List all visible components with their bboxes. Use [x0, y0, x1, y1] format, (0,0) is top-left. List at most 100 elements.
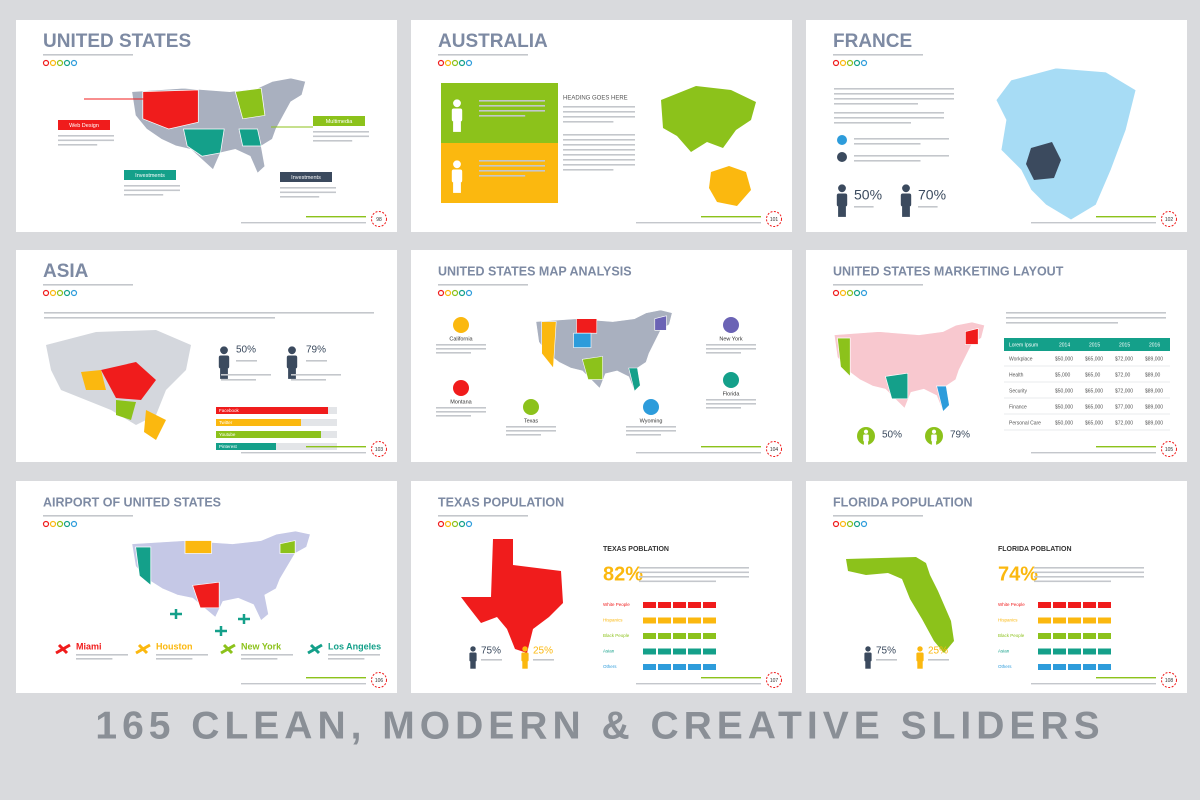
map — [131, 530, 311, 622]
group-label: White People — [998, 602, 1025, 607]
icon-legs — [288, 368, 296, 379]
slide-title: ASIA — [43, 261, 89, 282]
decor-dot — [860, 59, 868, 67]
placeholder-text — [221, 379, 256, 381]
region — [116, 400, 136, 420]
region — [183, 128, 225, 157]
label: Twitter — [219, 420, 233, 425]
decor-dot — [56, 289, 64, 297]
placeholder-text — [76, 658, 113, 660]
person-icon — [836, 184, 848, 217]
placeholder-text — [1096, 677, 1156, 679]
label: Investments — [291, 175, 321, 181]
icon-legs — [220, 368, 228, 379]
decor-dot — [451, 59, 459, 67]
placeholder-text — [563, 164, 635, 166]
page-number: 108 — [1165, 678, 1174, 684]
region — [184, 540, 212, 554]
placeholder-text — [124, 185, 180, 187]
person-icon — [864, 646, 872, 669]
person-icon — [451, 160, 463, 193]
placeholder-text — [479, 110, 545, 112]
bar-segment — [643, 633, 656, 639]
stat-value: 70% — [918, 187, 946, 203]
placeholder-text — [1034, 580, 1111, 583]
table-cell: Workplace — [1009, 356, 1033, 362]
region — [837, 337, 851, 378]
city-name: New York — [241, 641, 282, 651]
placeholder-text — [1006, 322, 1118, 324]
bar-segment — [1053, 648, 1066, 655]
region — [576, 318, 598, 334]
slide: AUSTRALIA HEADING GOES HERE 101 — [411, 20, 792, 232]
region — [965, 327, 979, 345]
decor-dot — [63, 289, 71, 297]
table-cell: $50,000 — [1055, 356, 1073, 362]
page-number: 102 — [1165, 217, 1174, 223]
placeholder-text — [854, 206, 874, 208]
decor-dot — [70, 289, 78, 297]
icon-body — [900, 193, 912, 207]
table-cell: $89,000 — [1145, 404, 1163, 410]
placeholder-text — [1034, 576, 1144, 578]
label: Montana — [450, 399, 472, 405]
placeholder-text — [280, 196, 320, 198]
bar — [216, 443, 276, 450]
slide: FLORIDA POPULATION FLORIDA POBLATION 74% Wh… — [806, 481, 1187, 693]
icon-head — [863, 429, 869, 434]
placeholder-text — [306, 216, 366, 218]
page-badge — [766, 211, 782, 227]
icon-legs — [453, 182, 461, 193]
icon-legs — [865, 661, 871, 669]
page-number: 104 — [770, 447, 779, 453]
plane-icon — [215, 626, 227, 636]
bar-segment — [1068, 633, 1081, 639]
placeholder-text — [1031, 222, 1156, 224]
table-cell: $65,000 — [1085, 420, 1103, 426]
decor-dot — [63, 520, 71, 528]
placeholder-text — [479, 170, 545, 172]
placeholder-text — [1031, 683, 1156, 685]
placeholder-text — [626, 430, 676, 432]
label-box — [124, 170, 176, 180]
table-cell: $50,000 — [1055, 404, 1073, 410]
page-badge — [1161, 672, 1177, 688]
table-cell: $89,000 — [1145, 356, 1163, 362]
bar-segment — [1083, 664, 1096, 670]
icon-body — [451, 108, 463, 122]
table-header-cell: 2015 — [1119, 342, 1130, 348]
page-number: 101 — [770, 217, 779, 223]
placeholder-text — [563, 121, 614, 123]
bar-segment — [688, 617, 701, 624]
icon-legs — [522, 661, 528, 669]
placeholder-text — [1006, 312, 1166, 314]
icon-body — [451, 169, 463, 183]
decor-dot — [832, 59, 840, 67]
label: Multimedia — [326, 119, 354, 125]
icon-legs — [453, 121, 461, 132]
table-cell: $65,000 — [1085, 404, 1103, 410]
icon — [837, 152, 847, 162]
decor-dot — [437, 59, 445, 67]
placeholder-text — [436, 352, 471, 354]
label-box — [313, 116, 365, 126]
slide: UNITED STATES MARKETING LAYOUT Lorem Ipsu… — [806, 250, 1187, 462]
country-shape — [131, 530, 311, 622]
placeholder-text — [706, 352, 741, 354]
placeholder-text — [124, 194, 164, 196]
region — [884, 372, 909, 400]
bar-segment — [673, 602, 686, 608]
decor-dot — [444, 289, 452, 297]
decor-dot — [853, 59, 861, 67]
placeholder-text — [479, 175, 526, 177]
group-label: White People — [603, 602, 630, 607]
placeholder-text — [241, 658, 278, 660]
bar-segment — [1068, 648, 1081, 655]
icon-body — [931, 434, 937, 442]
placeholder-text — [479, 100, 545, 102]
region — [101, 362, 156, 400]
bar-segment — [658, 664, 671, 670]
placeholder-text — [479, 105, 545, 107]
label: HEADING GOES HERE — [563, 96, 628, 102]
bar-segment — [1053, 664, 1066, 670]
